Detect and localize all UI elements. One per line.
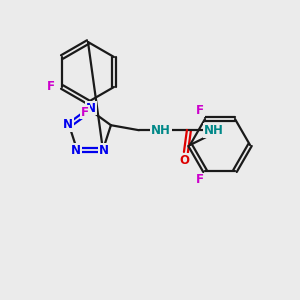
Text: N: N bbox=[86, 101, 96, 115]
Text: N: N bbox=[63, 118, 73, 131]
Text: O: O bbox=[179, 154, 189, 167]
Text: N: N bbox=[99, 144, 109, 157]
Text: F: F bbox=[81, 106, 89, 118]
Text: NH: NH bbox=[204, 124, 224, 137]
Text: NH: NH bbox=[151, 124, 171, 137]
Text: F: F bbox=[196, 173, 204, 187]
Text: F: F bbox=[47, 80, 55, 92]
Text: F: F bbox=[196, 103, 204, 116]
Text: N: N bbox=[71, 144, 81, 157]
